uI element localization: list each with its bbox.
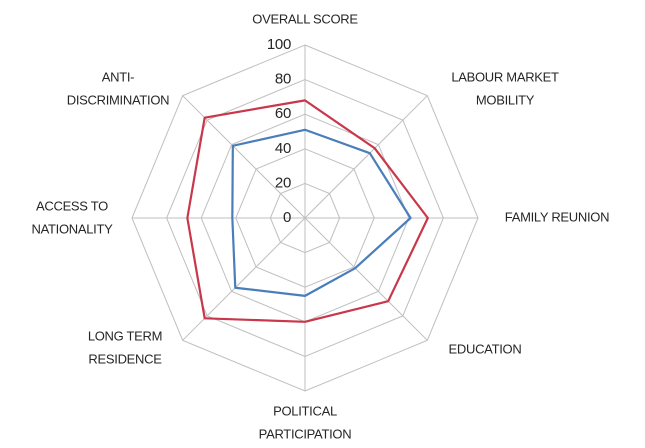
- axis-label: ACCESS TO: [36, 198, 108, 213]
- r-tick-label: 100: [267, 36, 291, 53]
- r-tick-label: 20: [275, 174, 291, 191]
- spoke: [182, 217, 306, 341]
- series-line: [231, 128, 412, 297]
- axis-label: DISCRIMINATION: [67, 92, 169, 107]
- axis-label: ANTI-: [102, 69, 134, 84]
- axis-label: MOBILITY: [476, 92, 535, 107]
- axis-label: OVERALL SCORE: [252, 11, 358, 26]
- axis-label: FAMILY REUNION: [505, 209, 609, 224]
- axis-label: LABOUR MARKET: [451, 69, 559, 84]
- axis-label: LONG TERM: [88, 328, 162, 343]
- axis-label: EDUCATION: [449, 341, 522, 356]
- spoke: [304, 217, 428, 341]
- spoke: [182, 95, 306, 219]
- r-tick-label: 0: [283, 209, 291, 226]
- r-tick-label: 40: [275, 140, 291, 157]
- r-tick-label: 60: [275, 105, 291, 122]
- series-line: [186, 99, 429, 323]
- axis-label: POLITICAL: [273, 403, 337, 418]
- axis-label: RESIDENCE: [88, 351, 162, 366]
- axis-label: PARTICIPATION: [259, 426, 352, 441]
- r-tick-label: 80: [275, 71, 291, 88]
- axis-label: NATIONALITY: [32, 221, 114, 236]
- spoke: [304, 95, 428, 219]
